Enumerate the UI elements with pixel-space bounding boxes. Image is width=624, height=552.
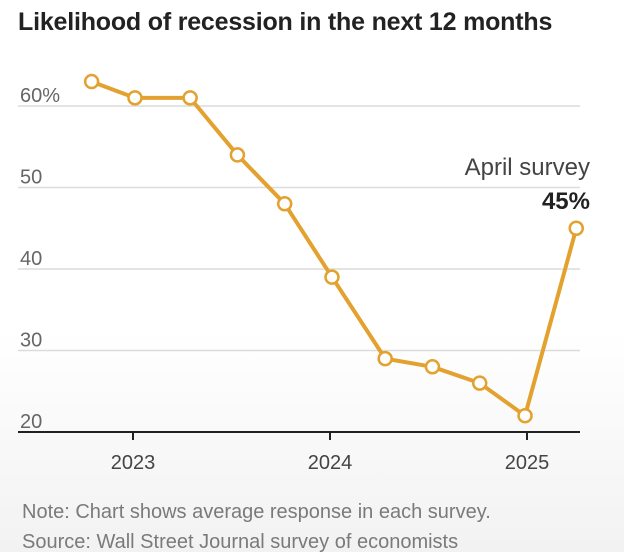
data-point [127, 90, 143, 106]
note-text: Note: Chart shows average response in ea… [22, 501, 491, 523]
annotation-label: April survey [465, 154, 590, 181]
data-point [229, 147, 246, 163]
y-tick-label: 30 [20, 330, 42, 352]
y-tick-label: 60% [20, 85, 60, 107]
y-tick-label: 40 [20, 248, 42, 270]
data-point [471, 375, 488, 391]
chart-notes: Note: Chart shows average response in ea… [22, 497, 491, 552]
x-axis: 2023 2024 2025 [18, 431, 580, 474]
data-point [424, 359, 441, 375]
series-points [83, 73, 584, 424]
y-tick-label: 50 [20, 167, 42, 189]
gridlines [18, 105, 580, 352]
data-point [324, 269, 340, 285]
x-tick-label: 2024 [308, 452, 353, 474]
x-tick-label: 2023 [111, 452, 156, 474]
source-text: Source: Wall Street Journal survey of ec… [22, 531, 459, 552]
chart-title: Likelihood of recession in the next 12 m… [18, 8, 553, 36]
series-line [89, 79, 579, 418]
data-point [377, 350, 393, 367]
x-tick-label: 2025 [505, 452, 550, 474]
data-point [83, 73, 100, 90]
data-point [517, 407, 533, 424]
data-point [276, 196, 293, 212]
annotation: April survey 45% [465, 154, 590, 215]
data-point [182, 90, 198, 106]
data-point [568, 220, 584, 236]
y-axis-ticks: 20 30 40 50 60% [20, 85, 60, 433]
y-tick-label: 20 [20, 411, 42, 433]
series-polyline [89, 79, 579, 418]
annotation-value: 45% [542, 188, 590, 215]
